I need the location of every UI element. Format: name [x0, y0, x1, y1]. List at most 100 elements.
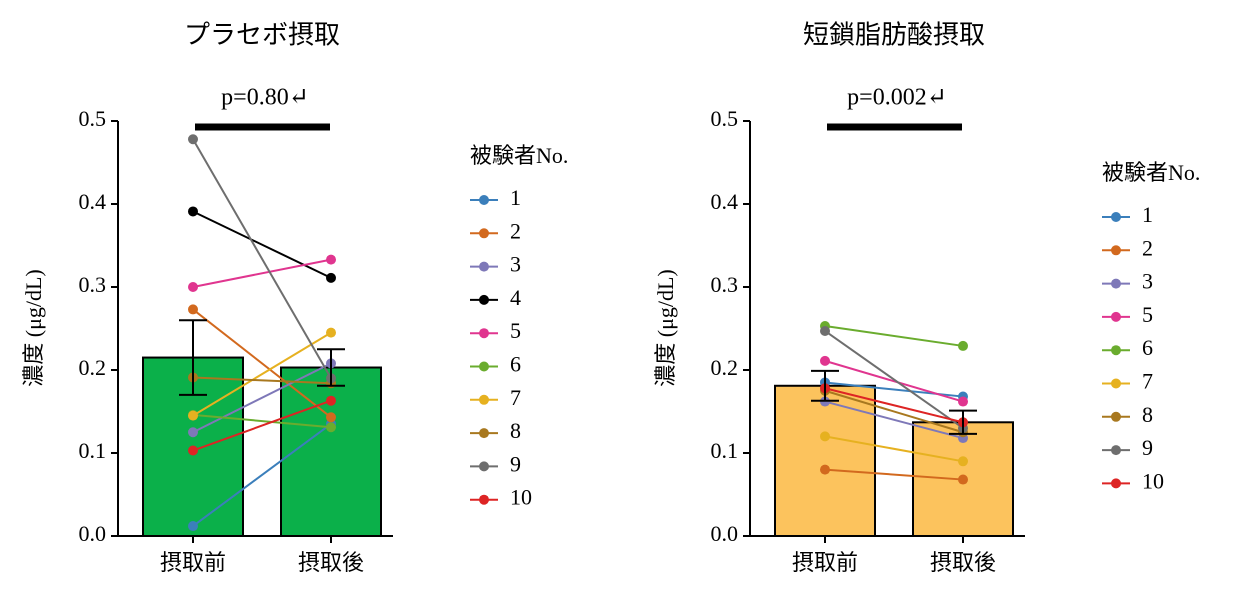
error-bar — [949, 409, 977, 435]
legend-label: 2 — [1142, 235, 1153, 260]
subject-line — [824, 325, 964, 347]
subject-line — [192, 376, 332, 385]
legend-label: 1 — [510, 185, 521, 210]
subject-point — [326, 422, 336, 433]
legend-dot — [479, 428, 489, 439]
subject-line — [192, 399, 332, 452]
y-tick-label: 0.3 — [711, 272, 739, 297]
subject-line — [192, 331, 332, 417]
subject-point — [958, 474, 968, 485]
legend-label: 5 — [510, 318, 521, 343]
subject-line — [824, 389, 964, 434]
subject-point — [958, 340, 968, 351]
legend-dot — [1111, 445, 1121, 456]
subject-line — [192, 138, 332, 379]
legend-label: 9 — [510, 451, 521, 476]
legend-label: 7 — [510, 385, 521, 410]
subject-point — [326, 327, 336, 338]
error-bar — [811, 369, 839, 402]
legend-dot — [1111, 345, 1121, 356]
subject-line — [192, 362, 332, 434]
y-tick-label: 0.4 — [711, 189, 739, 214]
bar — [280, 366, 382, 538]
chart-title: プラセボ摂取 — [184, 21, 340, 51]
subject-point — [820, 431, 830, 442]
subject-point — [326, 395, 336, 406]
subject-line — [192, 258, 332, 288]
bar — [774, 384, 876, 537]
legend-label: 5 — [1142, 302, 1153, 327]
legend-title: 被験者No. — [470, 143, 568, 168]
subject-line — [824, 387, 964, 424]
subject-point — [188, 304, 198, 315]
legend-label: 8 — [1142, 402, 1153, 427]
y-tick-label: 0.4 — [79, 189, 107, 214]
legend-label: 10 — [510, 485, 532, 510]
subject-line — [824, 400, 964, 440]
y-tick-label: 0.2 — [79, 355, 107, 380]
subject-line — [824, 468, 964, 481]
subject-line — [192, 308, 332, 419]
legend-dot — [479, 361, 489, 372]
subject-point — [958, 456, 968, 467]
x-tick-label: 摂取後 — [930, 551, 996, 576]
subject-point — [188, 134, 198, 145]
subject-point — [820, 325, 830, 336]
legend-label: 6 — [510, 352, 521, 377]
subject-point — [820, 355, 830, 366]
subject-point — [326, 272, 336, 283]
legend-dot — [479, 494, 489, 505]
legend-dot — [479, 461, 489, 472]
legend-dot — [479, 261, 489, 272]
p-value: p=0.80↵ — [221, 85, 309, 111]
y-tick-label: 0.5 — [79, 106, 107, 131]
x-tick-label: 摂取後 — [298, 551, 364, 576]
subject-line — [824, 330, 964, 429]
legend-dot — [1111, 411, 1121, 422]
x-tick-label: 摂取前 — [792, 551, 858, 576]
subject-line — [192, 413, 332, 429]
legend-dot — [479, 228, 489, 239]
legend-label: 1 — [1142, 202, 1153, 227]
legend-dot — [1111, 378, 1121, 389]
legend-dot — [1111, 278, 1121, 289]
subject-point — [188, 206, 198, 217]
legend-label: 3 — [510, 252, 521, 277]
legend-title: 被験者No. — [1102, 160, 1200, 185]
subject-point — [188, 445, 198, 456]
subject-point — [188, 427, 198, 438]
legend-label: 6 — [1142, 335, 1153, 360]
legend-dot — [1111, 245, 1121, 256]
legend-dot — [479, 195, 489, 205]
legend-dot — [1111, 311, 1121, 322]
y-axis-label: 濃度 (μg/dL) — [21, 269, 46, 387]
subject-line — [192, 210, 332, 279]
legend-label: 4 — [510, 285, 521, 310]
y-tick-label: 0.2 — [711, 355, 739, 380]
legend-dot — [479, 394, 489, 405]
y-tick-label: 0.5 — [711, 106, 739, 131]
y-tick-label: 0.1 — [79, 438, 107, 463]
subject-point — [188, 282, 198, 292]
subject-line — [192, 423, 332, 527]
x-tick-label: 摂取前 — [160, 551, 226, 576]
error-bar — [179, 319, 207, 396]
subject-point — [820, 464, 830, 475]
y-tick-label: 0.1 — [711, 438, 739, 463]
y-axis-label: 濃度 (μg/dL) — [653, 269, 678, 387]
y-tick-label: 0.0 — [79, 521, 107, 546]
legend-label: 10 — [1142, 468, 1164, 493]
legend-label: 2 — [510, 218, 521, 243]
subject-point — [188, 521, 198, 532]
subject-point — [958, 396, 968, 407]
subject-point — [326, 254, 336, 265]
y-tick-label: 0.0 — [711, 521, 739, 546]
legend-dot — [479, 328, 489, 339]
y-tick-label: 0.3 — [79, 272, 107, 297]
legend-dot — [1111, 478, 1121, 489]
subject-point — [188, 410, 198, 421]
p-value: p=0.002↵ — [847, 85, 947, 111]
legend-label: 9 — [1142, 435, 1153, 460]
legend-label: 3 — [1142, 269, 1153, 294]
